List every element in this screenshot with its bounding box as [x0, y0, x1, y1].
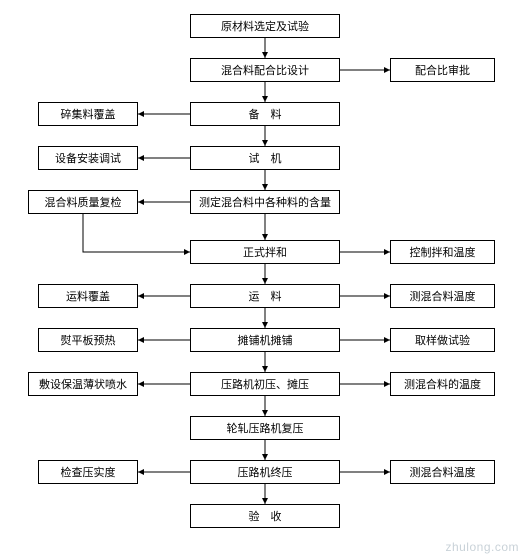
- flowchart-node-n20: 测混合料的温度: [390, 372, 495, 396]
- flowchart-container: 原材料选定及试验混合料配合比设计 配合比审批备 料 碎集料覆盖试 机 设备安装调试测定…: [0, 0, 527, 560]
- flowchart-node-n12: 运 料: [190, 284, 340, 308]
- flowchart-node-n21: 轮轧压路机复压: [190, 416, 340, 440]
- flowchart-node-n13: 运料覆盖: [38, 284, 138, 308]
- flowchart-node-n17: 取样做试验: [390, 328, 495, 352]
- flowchart-node-n19: 敷设保温薄状喷水: [28, 372, 138, 396]
- flowchart-node-n8: 测定混合料中各种料的含量: [190, 190, 340, 214]
- flowchart-node-n2: 混合料配合比设计: [190, 58, 340, 82]
- flowchart-node-n25: 验 收: [190, 504, 340, 528]
- flowchart-node-n9: 混合料质量复检: [28, 190, 138, 214]
- flowchart-node-n18: 压路机初压、摊压: [190, 372, 340, 396]
- flowchart-node-n3: 配合比审批: [390, 58, 495, 82]
- flowchart-node-n24: 测混合料温度: [390, 460, 495, 484]
- flowchart-node-n4: 备 料: [190, 102, 340, 126]
- flowchart-node-n1: 原材料选定及试验: [190, 14, 340, 38]
- flowchart-node-n10: 正式拌和: [190, 240, 340, 264]
- flowchart-node-n15: 摊铺机摊铺: [190, 328, 340, 352]
- flowchart-node-n6: 试 机: [190, 146, 340, 170]
- flowchart-node-n5: 碎集料覆盖: [38, 102, 138, 126]
- flowchart-node-n11: 控制拌和温度: [390, 240, 495, 264]
- flowchart-node-n22: 压路机终压: [190, 460, 340, 484]
- flowchart-node-n14: 测混合料温度: [390, 284, 495, 308]
- flowchart-node-n16: 熨平板预热: [38, 328, 138, 352]
- flowchart-node-n23: 检查压实度: [38, 460, 138, 484]
- flowchart-node-n7: 设备安装调试: [38, 146, 138, 170]
- watermark: zhulong.com: [445, 540, 519, 554]
